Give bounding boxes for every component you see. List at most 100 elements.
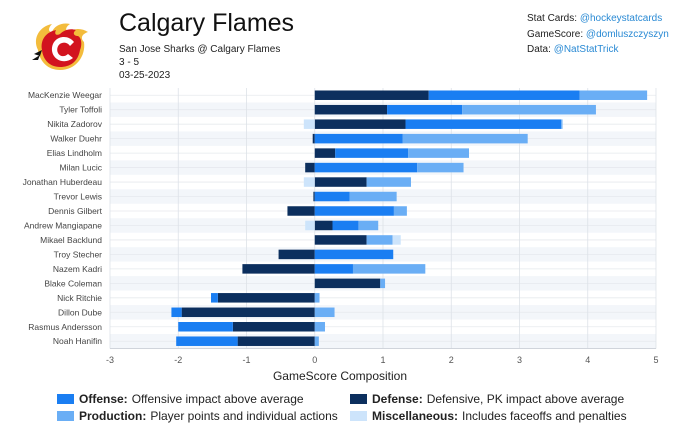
bar-offense — [428, 90, 580, 100]
bar-offense — [332, 220, 359, 231]
bar-defense — [287, 206, 315, 216]
bar-production — [417, 162, 464, 173]
credit-stat-cards: Stat Cards: @hockeystatcards — [527, 13, 663, 24]
player-label: Nikita Zadorov — [47, 119, 103, 129]
player-label: Nick Ritchie — [57, 293, 102, 303]
bar-offense — [314, 133, 403, 144]
x-tick-label: -2 — [174, 355, 182, 365]
legend-offense: Offense: Offensive impact above average — [57, 392, 304, 406]
x-tick-label: 1 — [380, 355, 385, 365]
bar-production — [462, 104, 596, 115]
bar-offense — [178, 322, 233, 332]
player-label: Walker Duehr — [50, 134, 102, 144]
bar-misc — [303, 177, 315, 187]
bar-defense — [181, 307, 315, 318]
date-label: 03-25-2023 — [119, 70, 171, 81]
x-tick-label: 5 — [653, 355, 658, 365]
credit-link[interactable]: @NatStatTrick — [553, 44, 619, 55]
bar-offense — [314, 249, 394, 260]
bar-misc — [303, 119, 315, 129]
player-label: Blake Coleman — [44, 278, 102, 288]
bar-production — [561, 119, 563, 129]
player-label: Dillon Dube — [58, 307, 102, 317]
bar-defense — [314, 148, 336, 158]
credit-gamescore: GameScore: @domluszczyszyn — [527, 28, 669, 40]
bar-production — [380, 278, 386, 289]
x-tick-label: -1 — [242, 355, 250, 365]
player-label: Jonathan Huberdeau — [23, 177, 103, 187]
player-label: Dennis Gilbert — [48, 206, 102, 216]
bar-defense — [314, 104, 388, 115]
bar-production — [366, 235, 393, 245]
legend-swatch — [350, 411, 367, 421]
bar-defense — [314, 177, 367, 187]
bar-defense — [314, 119, 406, 129]
bar-production — [314, 307, 335, 318]
legend-swatch — [57, 394, 74, 404]
bar-production — [393, 206, 407, 216]
bar-production — [579, 90, 648, 100]
bar-defense — [242, 264, 315, 274]
bar-defense — [314, 220, 333, 231]
bar-defense — [314, 278, 381, 289]
bar-defense — [232, 322, 315, 332]
bar-defense — [313, 191, 315, 202]
bar-production — [408, 148, 469, 158]
credit-data: Data: @NatStatTrick — [527, 44, 619, 55]
bar-offense — [171, 307, 182, 318]
bar-offense — [314, 264, 353, 274]
player-label: Noah Hanifin — [53, 336, 102, 346]
player-label: Tyler Toffoli — [59, 105, 102, 115]
bar-offense — [405, 119, 562, 129]
bar-production — [402, 133, 528, 144]
bar-defense — [312, 133, 315, 144]
bar-defense — [305, 162, 315, 173]
x-tick-label: 4 — [585, 355, 590, 365]
player-label: MacKenzie Weegar — [28, 90, 102, 100]
legend-misc: Miscellaneous: Includes faceoffs and pena… — [350, 409, 627, 423]
player-label: Troy Stecher — [54, 249, 103, 259]
player-label: Elias Lindholm — [47, 148, 102, 158]
bar-misc — [305, 220, 315, 231]
bar-defense — [278, 249, 315, 260]
x-tick-label: -3 — [106, 355, 114, 365]
legend-swatch — [350, 394, 367, 404]
bar-defense — [237, 336, 315, 346]
bar-offense — [314, 162, 418, 173]
score-label: 3 - 5 — [119, 57, 140, 68]
x-tick-label: 3 — [517, 355, 522, 365]
bar-production — [366, 177, 411, 187]
player-label: Rasmus Andersson — [28, 322, 102, 332]
legend-production: Production: Player points and individual … — [57, 409, 338, 423]
team-title: Calgary Flames — [119, 9, 295, 37]
credit-link[interactable]: @domluszczyszyn — [585, 28, 669, 40]
bar-offense — [314, 191, 350, 202]
bar-defense — [217, 293, 315, 303]
player-label: Trevor Lewis — [54, 192, 102, 202]
matchup-label: San Jose Sharks @ Calgary Flames — [119, 44, 281, 55]
credits-block: Stat Cards: @hockeystatcards GameScore: … — [527, 11, 669, 58]
bar-offense — [176, 336, 238, 346]
bar-offense — [335, 148, 409, 158]
legend-swatch — [57, 411, 74, 421]
bar-offense — [314, 206, 394, 216]
player-label: Andrew Mangiapane — [24, 220, 102, 230]
player-label: Milan Lucic — [59, 163, 102, 173]
bar-production — [314, 322, 325, 332]
player-label: Mikael Backlund — [40, 235, 102, 245]
bar-defense — [314, 235, 367, 245]
x-tick-label: 2 — [449, 355, 454, 365]
bar-production — [314, 336, 319, 346]
bar-offense — [387, 104, 463, 115]
bar-defense — [314, 90, 429, 100]
calgary-flames-logo — [32, 23, 88, 70]
credit-link[interactable]: @hockeystatcards — [579, 13, 663, 24]
x-tick-label: 0 — [312, 355, 317, 365]
bar-production — [349, 191, 397, 202]
x-axis-title: GameScore Composition — [272, 369, 408, 383]
bar-production — [358, 220, 379, 231]
bar-production — [314, 293, 320, 303]
bar-production — [352, 264, 426, 274]
bar-misc — [392, 235, 401, 245]
